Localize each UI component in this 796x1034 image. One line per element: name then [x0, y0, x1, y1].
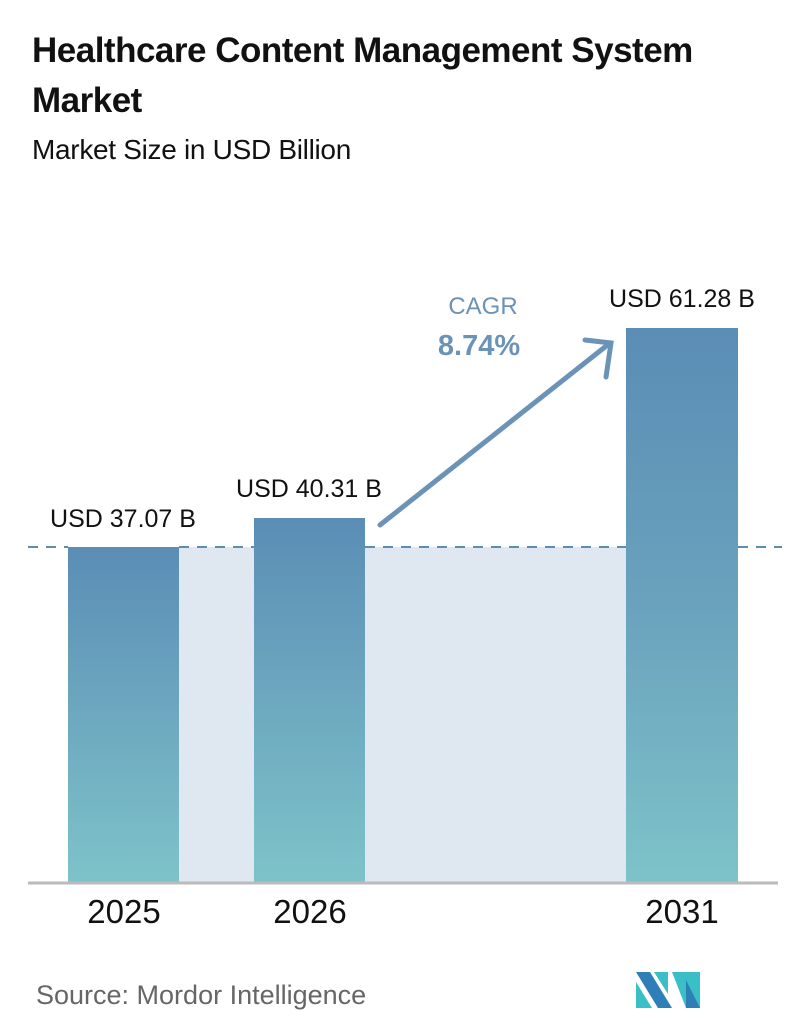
chart-subtitle: Market Size in USD Billion — [32, 134, 351, 165]
x-label-2031: 2031 — [645, 893, 719, 930]
bar-label-2031: USD 61.28 B — [609, 285, 755, 313]
bar-2026 — [254, 518, 365, 883]
bar-2031 — [626, 328, 738, 883]
cagr-arrow-icon — [377, 337, 614, 528]
bar-label-2025: USD 37.07 B — [50, 505, 196, 533]
x-label-2026: 2026 — [273, 893, 347, 930]
bar-label-2026: USD 40.31 B — [236, 475, 382, 503]
cagr-value: 8.74% — [437, 330, 521, 362]
chart-title: Healthcare Content Management System Mar… — [32, 31, 693, 120]
cagr-label: CAGR — [448, 293, 518, 320]
bar-2025 — [68, 547, 179, 883]
reference-band — [179, 547, 626, 883]
x-label-2025: 2025 — [87, 893, 161, 930]
source-text: Source: Mordor Intelligence — [36, 980, 367, 1010]
mordor-intelligence-logo-icon — [636, 972, 700, 1008]
